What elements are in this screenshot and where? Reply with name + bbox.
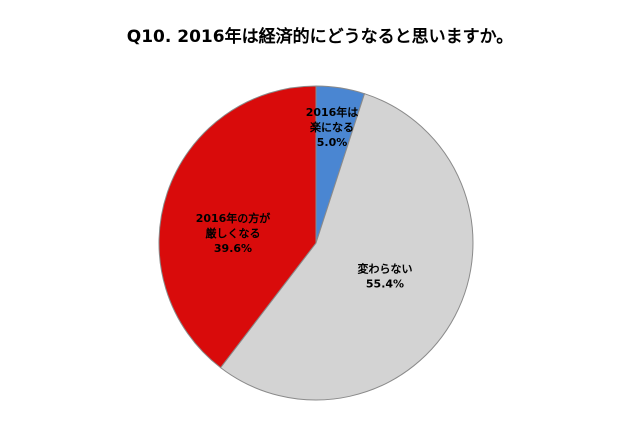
chart-title: Q10. 2016年は経済的にどうなると思いますか。 xyxy=(126,27,514,47)
pie-slices xyxy=(158,85,474,401)
slice-category-label-0: 2016年は xyxy=(306,105,359,119)
slice-category-label-1: 変わらない xyxy=(358,262,413,276)
pie-slice-1 xyxy=(219,93,474,401)
slice-category-label-2: 厳しくなる xyxy=(206,226,261,240)
slice-value-label-2: 39.6% xyxy=(214,242,252,255)
slice-category-label-2: 2016年の方が xyxy=(196,211,271,225)
slice-value-label-1: 55.4% xyxy=(366,278,404,291)
slice-category-label-0: 楽になる xyxy=(309,120,354,134)
pie-slice-2 xyxy=(158,85,317,369)
slice-value-label-0: 5.0% xyxy=(317,136,348,149)
